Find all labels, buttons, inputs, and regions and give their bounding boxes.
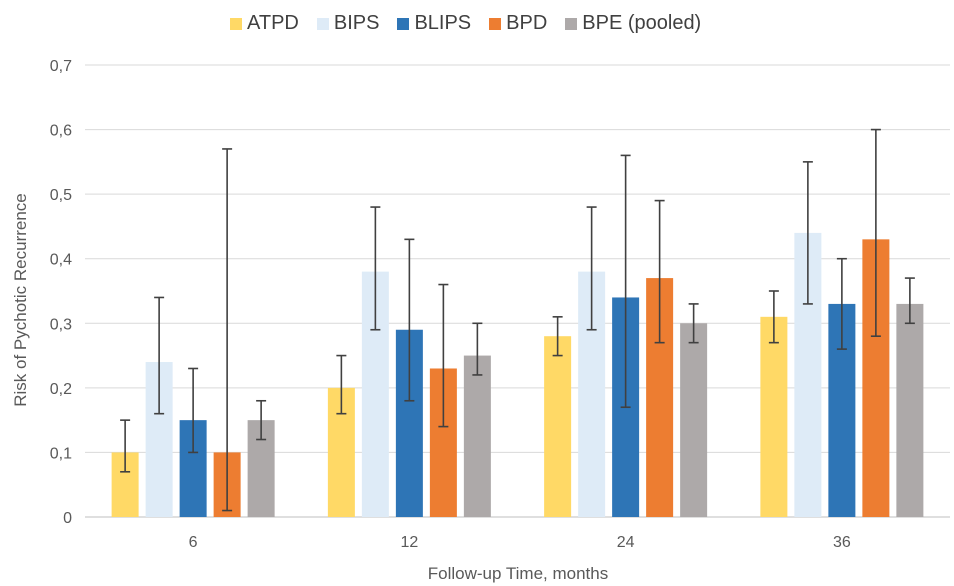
bar [760,316,788,517]
y-tick-label: 0,2 [50,381,72,398]
x-tick-label: 24 [617,534,635,551]
legend-swatch [397,17,410,30]
legend-label: ATPD [247,12,299,34]
y-tick-label: 0,4 [50,252,72,269]
x-tick-label: 12 [400,534,418,551]
bar [544,336,572,517]
y-tick-label: 0,3 [50,316,72,333]
x-tick-label: 36 [833,534,851,551]
bar [896,303,924,517]
error-bars [120,128,915,512]
y-tick-label: 0 [63,510,72,527]
bars [111,232,924,518]
legend-swatch [489,17,502,30]
y-axis-ticks: 0 0,1 0,2 0,3 0,4 0,5 0,6 0,7 [50,58,72,527]
y-tick-label: 0,5 [50,187,72,204]
legend-label: BPD [506,12,548,34]
legend-swatch [565,17,578,30]
x-axis-title: Follow-up Time, months [428,564,608,583]
legend-item: BPE (pooled) [565,12,701,35]
legend-label: BPE (pooled) [582,12,702,34]
y-tick-label: 0,7 [50,58,72,75]
legend-item: ATPD [230,12,299,35]
legend-item: BLIPS [397,12,471,35]
legend-label: BLIPS [414,12,472,34]
legend: ATPD BIPS BLIPS BPD BPE (pooled) [230,12,701,35]
legend-label: BIPS [333,12,380,34]
legend-item: BIPS [316,12,380,35]
legend-swatch [230,17,242,30]
x-tick-label: 6 [189,534,198,551]
legend-item: BPD [489,12,547,35]
legend-swatch [316,17,329,30]
bar [680,323,708,517]
y-axis-title: Risk of Pychotic Recurrence [11,193,30,407]
x-axis-ticks: 6 12 24 36 [189,534,851,551]
y-tick-label: 0,1 [50,445,72,462]
bar [463,355,491,517]
y-tick-label: 0,6 [50,123,72,140]
